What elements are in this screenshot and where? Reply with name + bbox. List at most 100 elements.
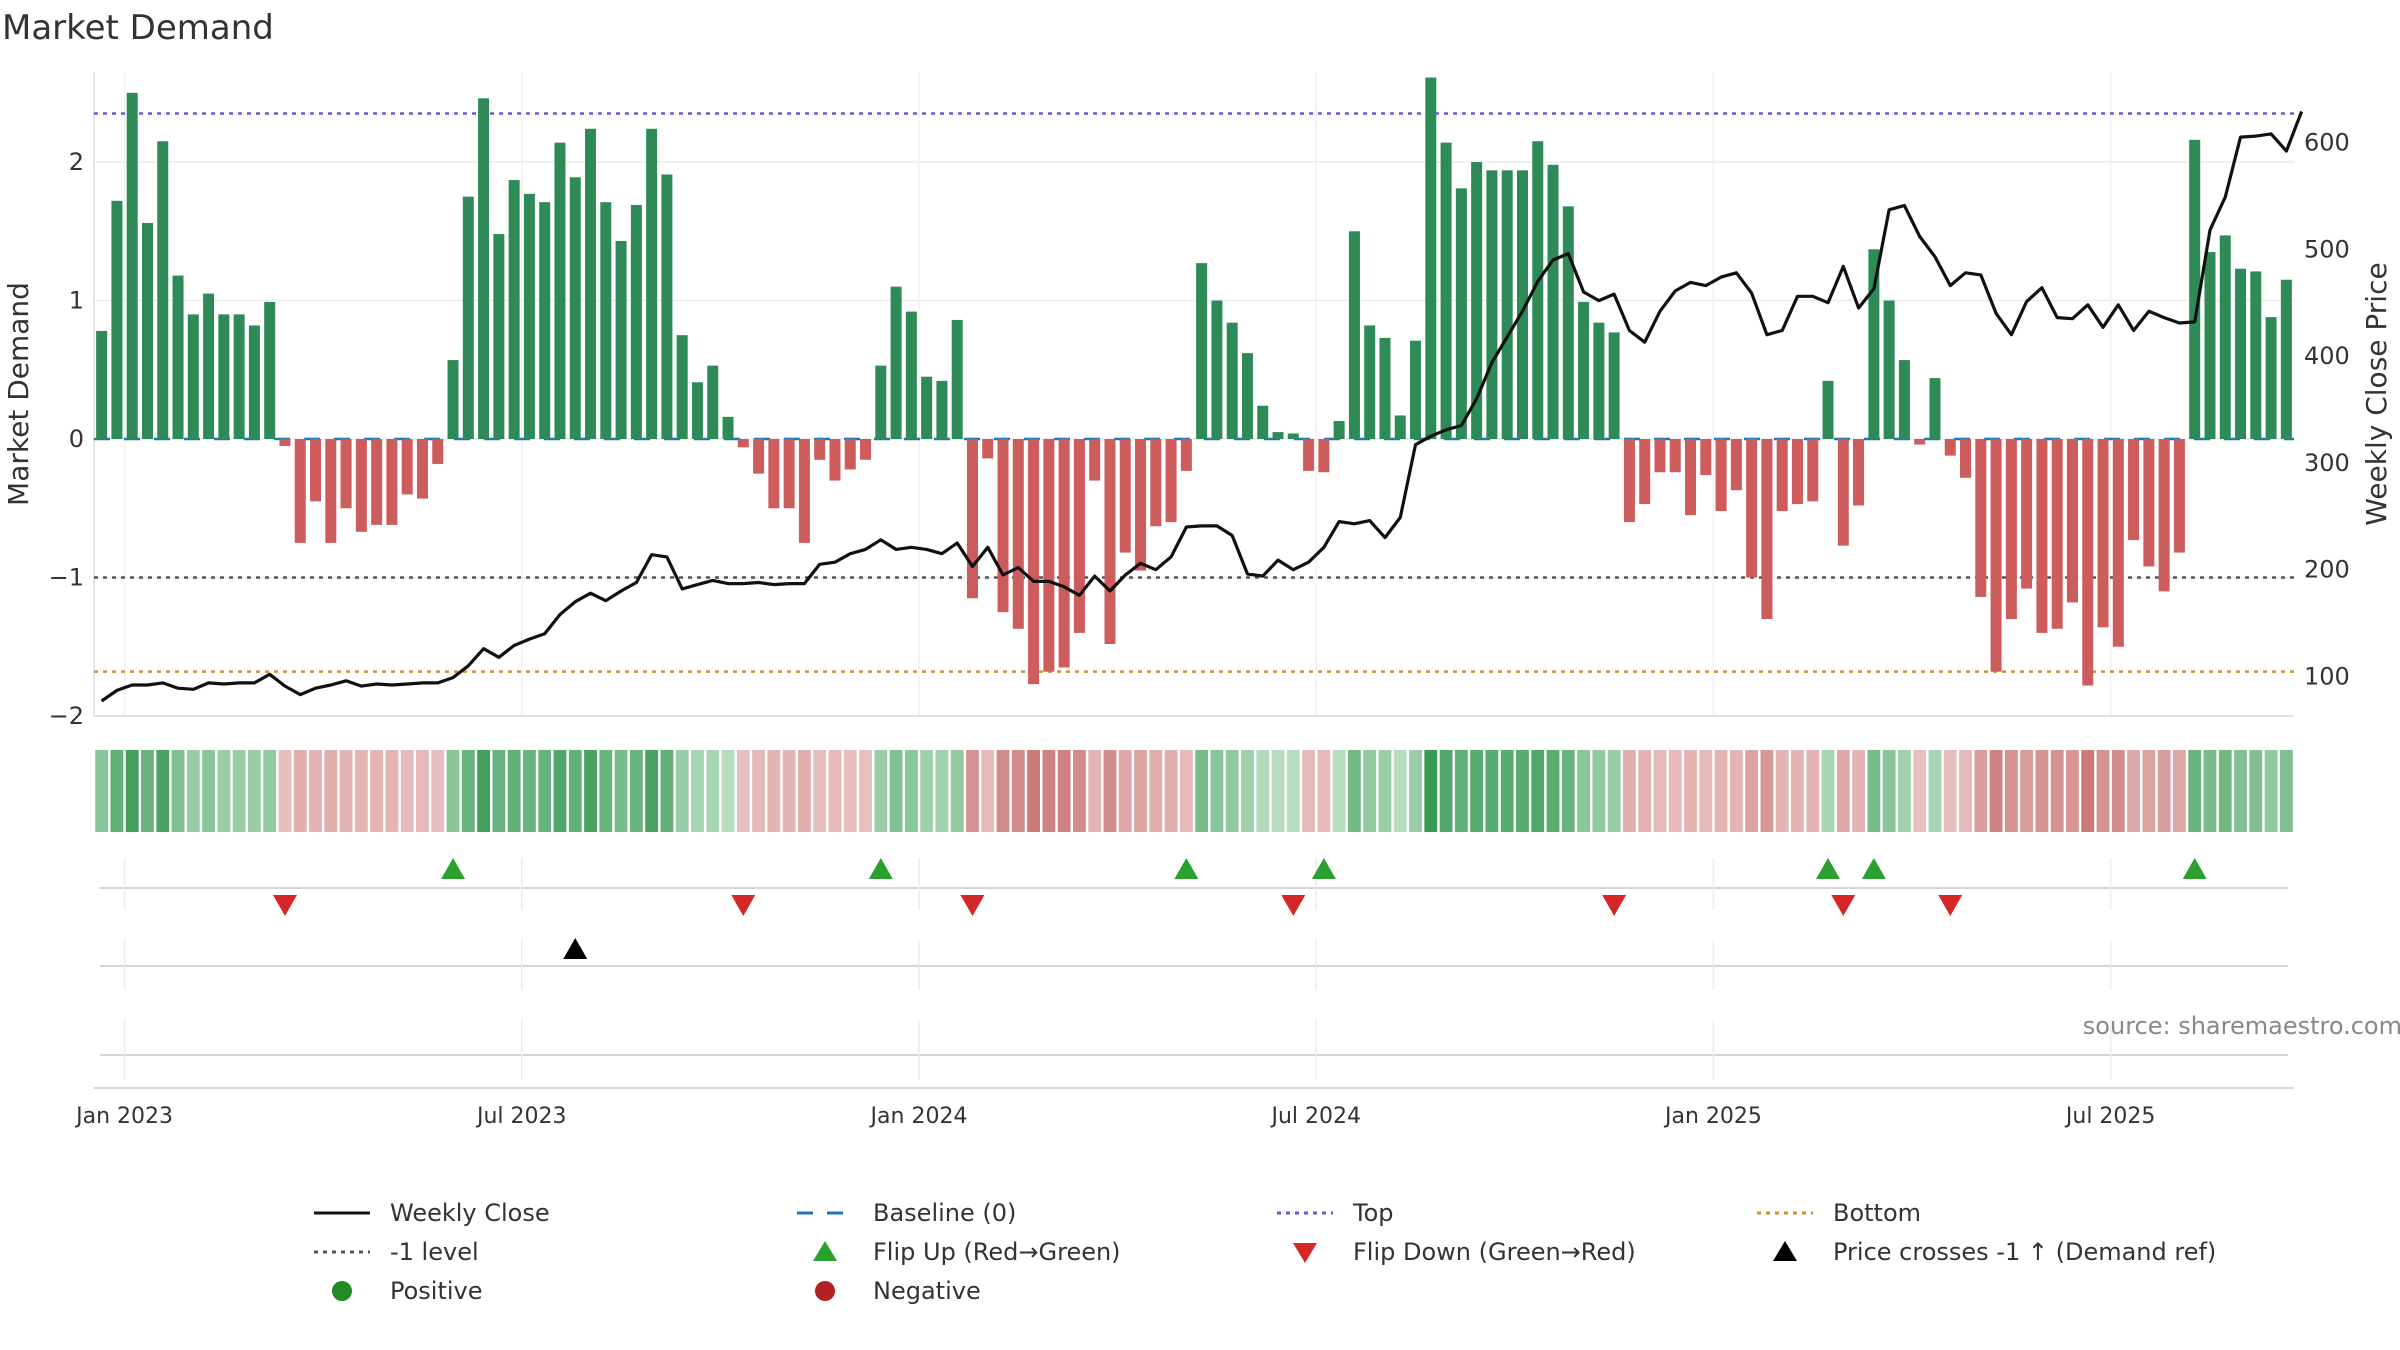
demand-bar-positive — [676, 335, 688, 440]
legend-label: Negative — [873, 1277, 981, 1305]
x-tick-label: Jul 2023 — [475, 1104, 567, 1129]
legend-item: Weekly Close — [312, 1196, 550, 1230]
strip-cell — [2173, 750, 2186, 832]
legend-label: Price crosses -1 ↑ (Demand ref) — [1833, 1238, 2217, 1266]
demand-bar-negative — [829, 439, 841, 481]
legend-swatch — [332, 1281, 352, 1301]
demand-bar-positive — [2250, 271, 2262, 440]
strip-cell — [2050, 750, 2064, 832]
demand-bar-negative — [1700, 439, 1712, 476]
demand-bar-positive — [1348, 231, 1360, 440]
strip-cell — [2111, 750, 2125, 832]
legend-label: -1 level — [390, 1238, 479, 1266]
demand-bar-positive — [141, 222, 153, 440]
strip-cell — [1409, 750, 1422, 832]
strip-cell — [1989, 750, 2003, 832]
legend-label: Flip Down (Green→Red) — [1353, 1238, 1636, 1266]
strip-cell — [889, 750, 903, 832]
demand-bar-positive — [264, 301, 276, 440]
strip-cell — [1470, 750, 1484, 832]
strip-cell — [1668, 750, 1682, 832]
demand-bar-positive — [1364, 325, 1376, 440]
demand-bar-positive — [569, 177, 581, 440]
strip-cell — [1592, 750, 1606, 832]
demand-bar-negative — [1135, 439, 1147, 571]
demand-bar-negative — [2173, 439, 2185, 553]
demand-bar-positive — [1562, 206, 1574, 440]
strip-cell — [1011, 750, 1025, 832]
demand-bar-positive — [462, 196, 474, 440]
strip-cell — [935, 750, 949, 832]
demand-bar-negative — [1073, 439, 1085, 633]
demand-bar-positive — [1501, 170, 1513, 440]
strip-cell — [1149, 750, 1163, 832]
legend-swatch — [314, 1250, 370, 1254]
strip-cell — [584, 750, 597, 832]
strip-cell — [2004, 750, 2018, 832]
demand-bar-negative — [1318, 439, 1330, 473]
y-right-label: Weekly Close Price — [2360, 262, 2393, 525]
strip-cell — [1699, 750, 1713, 832]
flip-up-marker — [1311, 858, 1336, 879]
demand-bar-negative — [386, 439, 398, 525]
strip-cell — [1454, 750, 1468, 832]
demand-bar-negative — [1043, 439, 1055, 672]
grid-layer — [93, 72, 2294, 717]
strip-cell — [2188, 750, 2202, 832]
signal-panels — [100, 858, 2288, 1080]
y-right-tick: 300 — [2304, 449, 2350, 477]
strip-cell — [2035, 750, 2049, 832]
demand-bar-negative — [2021, 439, 2033, 589]
strip-cell — [339, 750, 353, 832]
strip-cell — [385, 750, 399, 832]
strip-cell — [1424, 750, 1438, 832]
demand-bar-positive — [2189, 139, 2201, 440]
demand-bar-negative — [1730, 439, 1742, 491]
demand-bar-negative — [1837, 439, 1849, 546]
intensity-strip — [95, 750, 2293, 832]
y-right-tick: 100 — [2304, 662, 2350, 690]
demand-bar-positive — [600, 202, 612, 440]
strip-cell — [736, 750, 750, 832]
strip-cell — [981, 750, 995, 832]
x-tick-label: Jul 2024 — [1269, 1104, 1361, 1129]
strip-cell — [2234, 750, 2247, 832]
axes: −2 −1 0 1 2 100 200 300 400 500 600 Market Demand We… — [2, 128, 2393, 1129]
strip-cell — [966, 750, 979, 832]
y-left-tick: −1 — [49, 564, 84, 592]
demand-bar-negative — [1104, 439, 1116, 644]
demand-bar-positive — [1410, 340, 1422, 440]
demand-bar-positive — [111, 200, 123, 440]
flip-down-marker — [731, 895, 756, 916]
weekly-close-line — [100, 110, 2304, 703]
source-credit: source: sharemaestro.com — [2082, 1012, 2400, 1040]
strip-cell — [2081, 750, 2095, 832]
legend-swatch — [1757, 1211, 1813, 1215]
demand-bar-negative — [2051, 439, 2063, 629]
demand-bar-positive — [1394, 415, 1406, 440]
strip-cell — [1439, 750, 1453, 832]
demand-bar-negative — [1623, 439, 1635, 523]
demand-bar-negative — [1807, 439, 1819, 502]
strip-cell — [1791, 750, 1804, 832]
demand-bar-negative — [2082, 439, 2094, 686]
strip-cell — [1088, 750, 1102, 832]
demand-bar-positive — [1578, 301, 1590, 440]
demand-bar-negative — [768, 439, 780, 509]
demand-bar-positive — [905, 311, 917, 440]
strip-cell — [1714, 750, 1728, 832]
demand-bar-negative — [1975, 439, 1987, 597]
strip-cell — [416, 750, 429, 832]
demand-bar-positive — [493, 234, 505, 440]
strip-cell — [904, 750, 918, 832]
y-left-tick: −2 — [49, 702, 84, 730]
strip-cell — [1959, 750, 1972, 832]
demand-bar-positive — [2265, 317, 2277, 440]
demand-bar-negative — [1761, 439, 1773, 620]
demand-bar-positive — [646, 128, 658, 440]
demand-bar-negative — [325, 439, 337, 543]
legend-item: Top — [1275, 1196, 1394, 1230]
demand-bar-positive — [187, 314, 199, 440]
legend-swatch — [314, 1211, 370, 1215]
legend-triangle-up-swatch — [813, 1241, 837, 1261]
